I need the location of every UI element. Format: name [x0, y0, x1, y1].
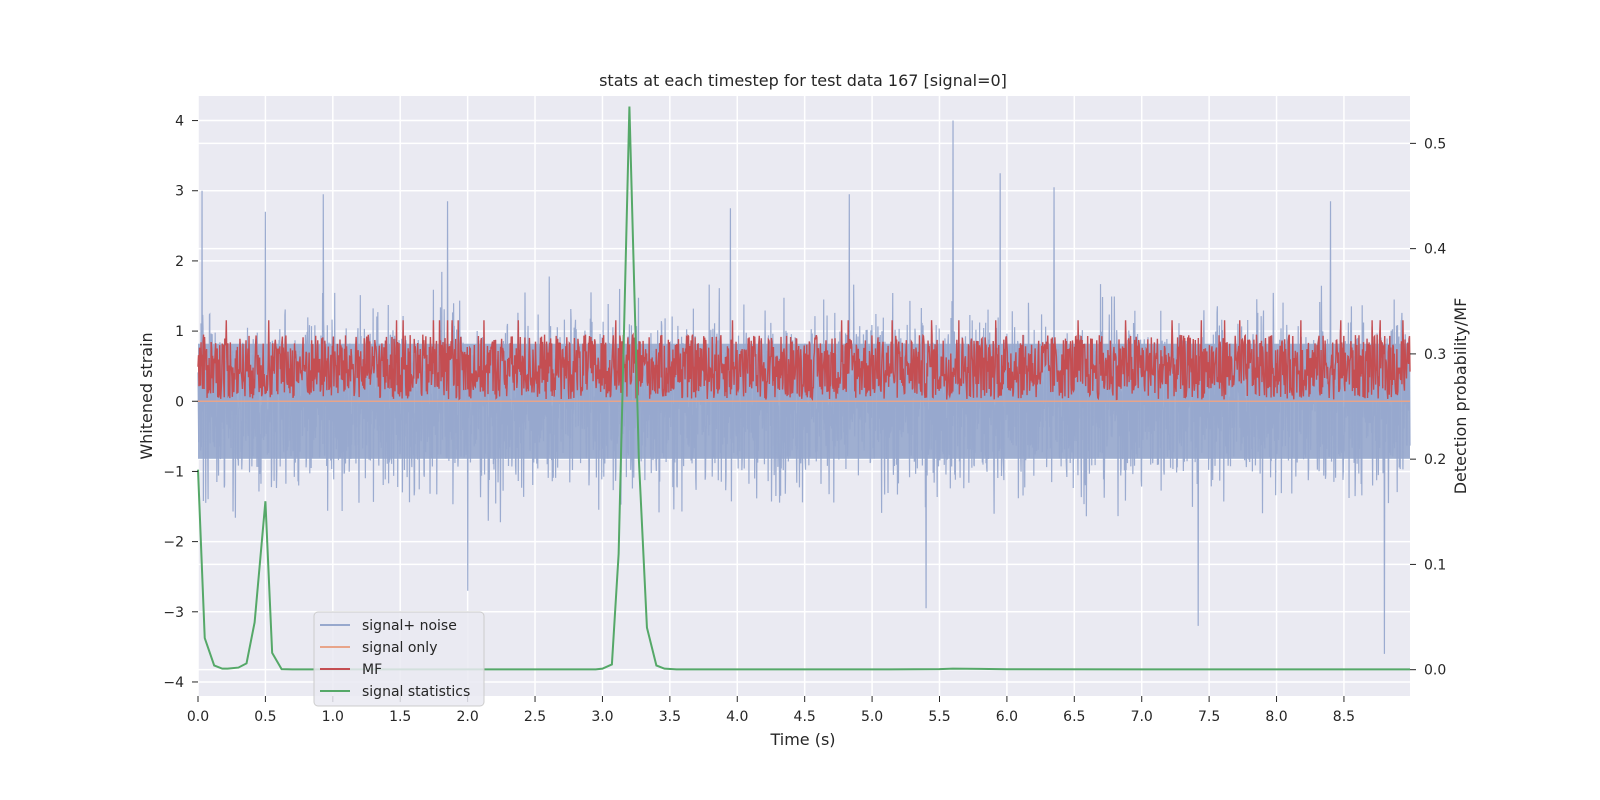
y-left-tick-label: 3	[175, 184, 184, 200]
chart-title: stats at each timestep for test data 167…	[599, 71, 1007, 90]
x-tick-label: 8.0	[1265, 709, 1287, 725]
legend-entry: signal+ noise	[362, 618, 457, 634]
y-right-tick-label: 0.2	[1424, 452, 1446, 468]
y-right-tick-label: 0.3	[1424, 347, 1446, 363]
legend-entry: MF	[362, 662, 382, 678]
x-tick-label: 8.5	[1333, 709, 1355, 725]
legend-entry: signal statistics	[362, 684, 470, 700]
y-axis-left-label: Whitened strain	[137, 332, 156, 459]
x-tick-label: 0.5	[254, 709, 276, 725]
x-tick-label: 4.5	[794, 709, 816, 725]
x-axis-label: Time (s)	[769, 730, 835, 749]
y-axis-right-label: Detection probability/MF	[1451, 298, 1470, 495]
x-tick-label: 4.0	[726, 709, 748, 725]
x-tick-label: 5.0	[861, 709, 883, 725]
x-tick-label: 2.0	[457, 709, 479, 725]
y-right-tick-label: 0.0	[1424, 663, 1446, 679]
y-left-tick-label: −4	[163, 675, 184, 691]
line-mf	[197, 320, 1411, 401]
y-right-tick-label: 0.5	[1424, 136, 1446, 152]
y-left-tick-label: −2	[163, 535, 184, 551]
x-tick-label: 2.5	[524, 709, 546, 725]
y-axis-right-ticks: 0.5 0.4 0.3 0.2 0.1 0.0	[1410, 136, 1446, 679]
x-tick-label: 5.5	[928, 709, 950, 725]
legend-box	[313, 611, 485, 707]
y-left-tick-label: 1	[175, 324, 184, 340]
y-axis-left-ticks: 4 3 2 1 0 −1 −2 −3 −4	[163, 114, 198, 691]
y-right-tick-label: 0.4	[1424, 242, 1446, 258]
x-tick-label: 3.0	[591, 709, 613, 725]
x-tick-label: 1.5	[389, 709, 411, 725]
legend-entry: signal only	[362, 640, 437, 656]
y-left-tick-label: 0	[175, 394, 184, 410]
y-left-tick-label: 4	[175, 114, 184, 130]
legend: signal+ noise signal only MF signal statist…	[313, 611, 485, 707]
x-tick-label: 6.5	[1063, 709, 1085, 725]
y-left-tick-label: 2	[175, 254, 184, 270]
line-signal-statistics	[197, 106, 1410, 671]
y-right-tick-label: 0.1	[1424, 557, 1446, 573]
x-tick-label: 7.5	[1198, 709, 1220, 725]
series-signal-statistics	[197, 106, 1410, 671]
y-left-tick-label: −1	[163, 464, 184, 480]
x-tick-label: 7.0	[1131, 709, 1153, 725]
y-left-tick-label: −3	[163, 605, 184, 621]
x-tick-label: 0.0	[187, 709, 209, 725]
x-axis-ticks: 0.0 0.5 1.0 1.5 2.0 2.5 3.0 3.5 4.0 4.5 5.0 5.5 6.0 6…	[187, 696, 1355, 725]
x-tick-label: 3.5	[659, 709, 681, 725]
x-tick-label: 1.0	[322, 709, 344, 725]
x-tick-label: 6.0	[996, 709, 1018, 725]
series-mf	[197, 320, 1411, 401]
